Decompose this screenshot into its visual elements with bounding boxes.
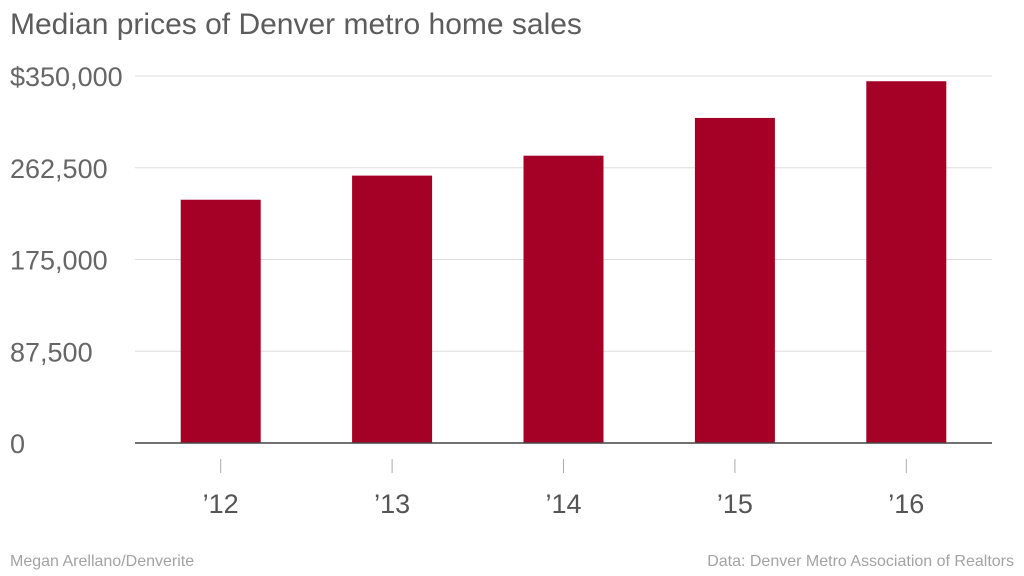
x-tick-label: ’13 bbox=[374, 489, 410, 519]
y-tick-label: 87,500 bbox=[10, 337, 93, 367]
bar bbox=[523, 155, 604, 444]
x-tick-label: ’12 bbox=[203, 489, 239, 519]
y-tick-label: 0 bbox=[10, 429, 25, 459]
y-tick-label: 262,500 bbox=[10, 154, 108, 184]
bar bbox=[352, 175, 433, 443]
chart-title: Median prices of Denver metro home sales bbox=[10, 8, 582, 41]
bar bbox=[866, 81, 947, 443]
x-tick-label: ’15 bbox=[717, 489, 753, 519]
bar bbox=[694, 117, 775, 443]
bars bbox=[180, 81, 947, 444]
source-text: Data: Denver Metro Association of Realto… bbox=[707, 553, 1014, 570]
y-tick-label: 175,000 bbox=[10, 246, 108, 276]
credit-text: Megan Arellano/Denverite bbox=[10, 553, 195, 570]
x-tick-label: ’14 bbox=[545, 489, 581, 519]
y-tick-label: $350,000 bbox=[10, 62, 123, 92]
x-axis: ’12 ’13 ’14 ’15 ’16 bbox=[203, 459, 924, 519]
bar bbox=[180, 199, 261, 443]
y-axis: 0 87,500 175,000 262,500 $350,000 bbox=[10, 62, 123, 459]
x-tick-label: ’16 bbox=[888, 489, 924, 519]
